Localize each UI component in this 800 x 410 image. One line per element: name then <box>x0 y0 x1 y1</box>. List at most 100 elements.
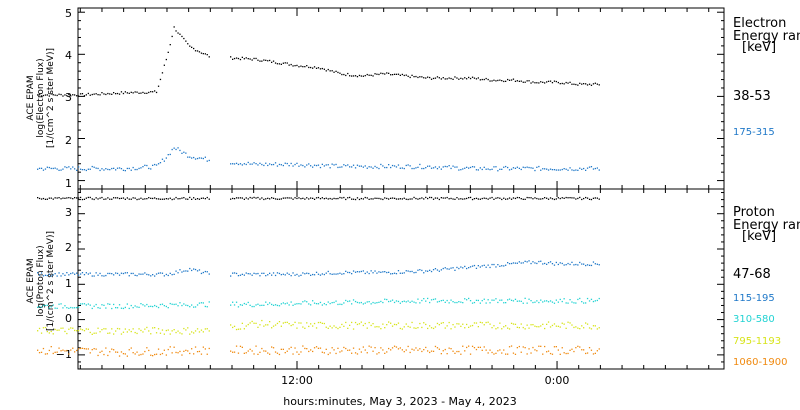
data-point <box>337 327 339 330</box>
data-point <box>581 349 583 351</box>
data-point <box>495 328 497 330</box>
electron-panel-frame <box>77 7 725 190</box>
data-point <box>354 198 357 201</box>
data-point <box>534 197 536 199</box>
data-point <box>157 163 160 165</box>
data-point <box>495 197 497 199</box>
data-point <box>333 325 335 327</box>
data-point <box>368 301 370 303</box>
data-point <box>518 80 520 82</box>
data-point <box>126 92 128 94</box>
data-point <box>77 306 80 308</box>
data-point <box>83 169 86 171</box>
data-point <box>99 351 101 353</box>
data-point <box>72 347 74 349</box>
data-point <box>362 75 364 77</box>
data-point <box>401 272 403 274</box>
data-point <box>530 300 532 302</box>
data-point <box>325 197 327 199</box>
data-point <box>46 330 48 333</box>
data-point <box>251 274 253 276</box>
data-point <box>510 322 513 324</box>
data-point <box>549 261 552 263</box>
data-point <box>354 75 357 77</box>
data-point <box>415 167 417 169</box>
data-point <box>91 165 93 168</box>
data-point <box>286 350 288 352</box>
data-point <box>347 300 349 303</box>
data-point <box>64 350 66 352</box>
data-point <box>436 301 439 303</box>
data-point <box>333 349 335 351</box>
data-point <box>97 167 99 170</box>
data-point <box>319 321 322 324</box>
data-point <box>142 331 144 333</box>
data-point <box>306 197 308 199</box>
data-point <box>423 167 425 170</box>
data-point <box>136 91 138 93</box>
data-point <box>308 325 310 328</box>
data-point <box>68 307 70 309</box>
electron-legend-title-1: Electron <box>733 16 786 31</box>
data-point <box>471 198 474 201</box>
data-point <box>370 166 372 168</box>
data-point <box>452 267 454 269</box>
data-point <box>116 272 119 275</box>
data-point <box>95 272 97 274</box>
data-point <box>471 265 474 267</box>
data-point <box>276 304 279 307</box>
data-point <box>507 198 509 200</box>
data-point <box>497 170 499 172</box>
data-point <box>588 166 591 168</box>
data-point <box>508 169 511 171</box>
data-point <box>101 196 103 199</box>
data-point <box>58 169 60 171</box>
data-point <box>423 77 425 79</box>
data-point <box>544 327 546 330</box>
data-point <box>91 93 93 96</box>
data-point <box>115 93 117 95</box>
data-point <box>304 327 306 329</box>
data-point <box>585 352 587 355</box>
proton-legend-47-68: 47-68 <box>733 267 771 282</box>
data-point <box>360 165 362 167</box>
data-point <box>534 262 536 264</box>
data-point <box>430 299 433 301</box>
data-point <box>583 263 585 265</box>
data-point <box>300 322 302 324</box>
data-point <box>462 267 464 269</box>
data-point <box>124 328 126 330</box>
data-point <box>40 198 43 200</box>
data-point <box>261 347 263 350</box>
data-point <box>196 50 199 52</box>
data-point <box>282 302 284 304</box>
data-point <box>263 350 265 352</box>
data-point <box>553 323 556 325</box>
data-point <box>430 350 433 352</box>
data-point <box>130 347 132 349</box>
data-point <box>352 198 355 200</box>
data-point <box>462 168 464 170</box>
data-point <box>243 274 245 276</box>
data-point <box>120 333 123 335</box>
data-point <box>590 166 593 168</box>
data-point <box>415 327 417 329</box>
data-point <box>272 163 275 166</box>
electron-legend-175-315: 175-315 <box>733 127 775 138</box>
data-point <box>296 64 298 67</box>
data-point <box>194 330 197 332</box>
data-point <box>76 95 78 97</box>
data-point <box>376 353 378 355</box>
data-point <box>331 273 333 275</box>
data-point <box>313 322 316 325</box>
data-point <box>592 168 595 170</box>
data-point <box>198 157 201 159</box>
data-point <box>315 327 318 329</box>
data-point <box>542 168 544 170</box>
data-point <box>407 198 409 201</box>
data-point <box>563 264 565 266</box>
data-point <box>518 167 520 169</box>
data-point <box>122 197 125 199</box>
data-point <box>115 197 117 199</box>
data-point <box>257 303 259 305</box>
